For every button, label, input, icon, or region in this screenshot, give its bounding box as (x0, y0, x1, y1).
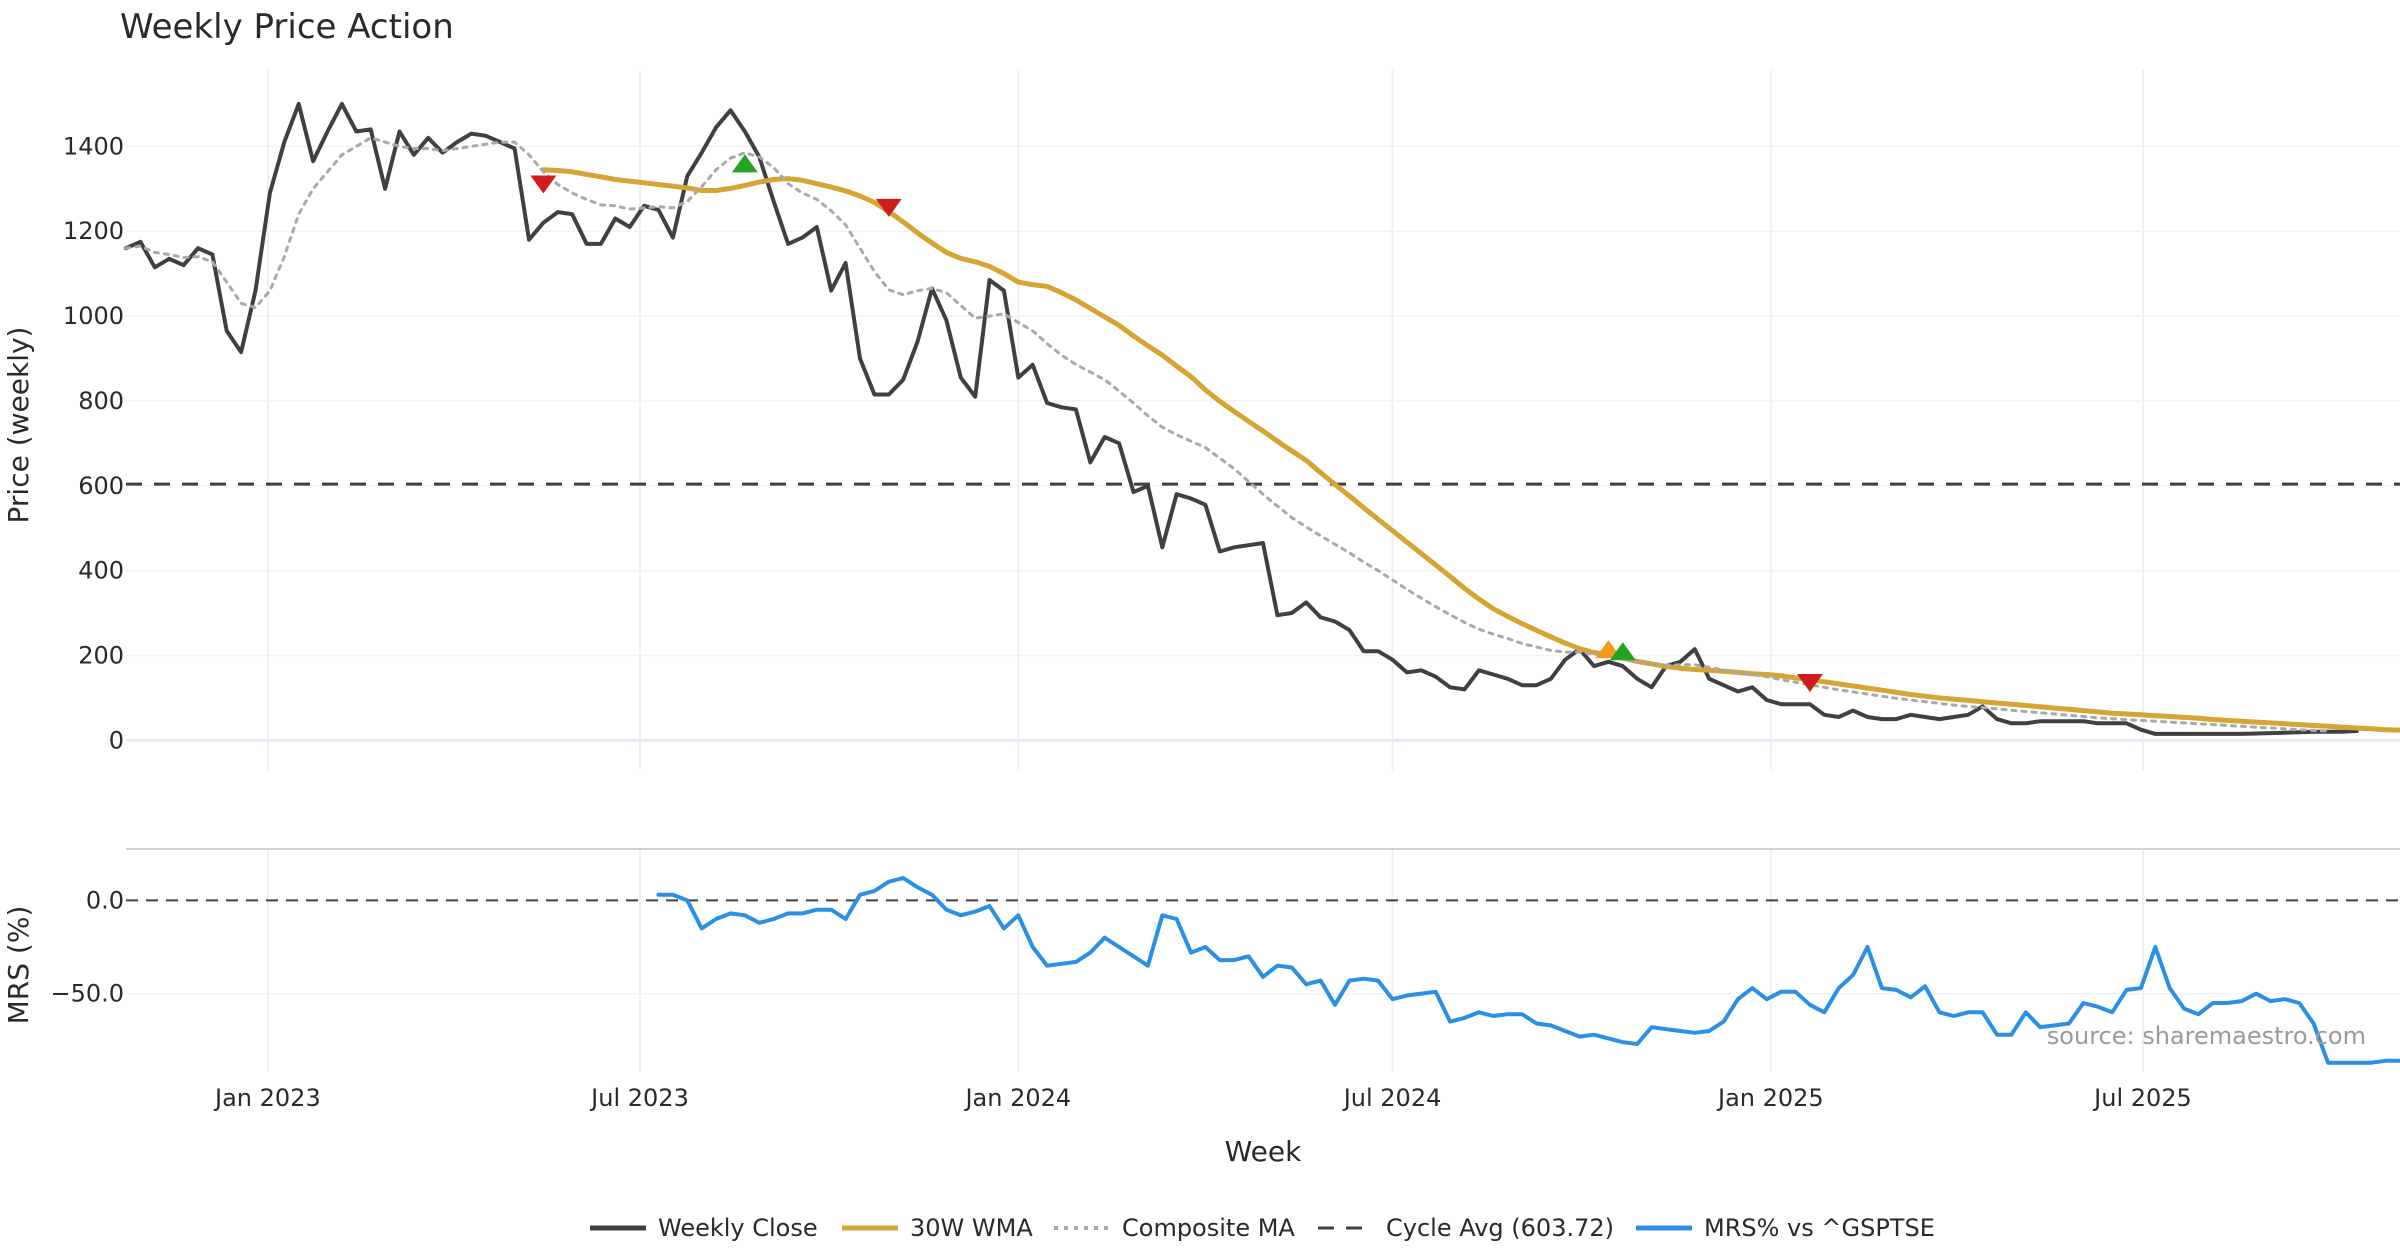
legend: Weekly Close 30W WMA Composite MA Cycle Avg… (590, 1214, 1935, 1242)
buy-signal-marker (731, 154, 758, 173)
mrs-y-tick-label: −50.0 (50, 980, 124, 1008)
price-y-tick-label: 400 (78, 557, 124, 585)
mrs-y-tick-label: 0.0 (86, 886, 124, 914)
legend-label: Weekly Close (658, 1214, 818, 1242)
x-tick-label: Jan 2024 (963, 1084, 1071, 1112)
signal-markers (530, 154, 1823, 693)
price-y-tick-label: 200 (78, 641, 124, 669)
series-30w-wma (540, 167, 2400, 733)
legend-label: 30W WMA (910, 1214, 1033, 1242)
legend-label: MRS% vs ^GSPTSE (1704, 1214, 1935, 1242)
price-y-tick-label: 1000 (63, 302, 124, 330)
price-y-tick-label: 1200 (63, 217, 124, 245)
x-tick-label: Jul 2024 (1342, 1084, 1442, 1112)
chart-title: Weekly Price Action (120, 7, 454, 47)
sell-signal-marker (1796, 674, 1823, 693)
price-y-tick-label: 800 (78, 387, 124, 415)
x-tick-label: Jul 2023 (589, 1084, 689, 1112)
sell-signal-marker (530, 175, 557, 194)
series-composite-ma (124, 136, 2330, 733)
price-y-tick-label: 600 (78, 472, 124, 500)
series-layer (124, 101, 2400, 1065)
sell-signal-marker (875, 198, 902, 217)
price-y-tick-label: 0 (109, 726, 124, 754)
x-tick-label: Jan 2025 (1716, 1084, 1824, 1112)
x-tick-label: Jan 2023 (213, 1084, 321, 1112)
reference-lines (126, 482, 2400, 902)
series-mrs-vs-gsptse (656, 876, 2400, 1065)
legend-label: Cycle Avg (603.72) (1386, 1214, 1614, 1242)
x-tick-label: Jul 2025 (2092, 1084, 2192, 1112)
price-y-tick-label: 1400 (63, 132, 124, 160)
price-axis-title: Price (weekly) (2, 327, 35, 524)
legend-label: Composite MA (1122, 1214, 1295, 1242)
buy-signal-marker (1609, 642, 1636, 661)
axis-labels: Jan 2023 Jul 2023 Jan 2024 Jul 2024 Jan 2025… (50, 132, 2191, 1112)
grid-layer (126, 70, 2400, 1072)
source-note: source: sharemaestro.com (2047, 1022, 2366, 1050)
mrs-axis-title: MRS (%) (2, 906, 35, 1025)
x-axis-title: Week (1225, 1135, 1302, 1168)
